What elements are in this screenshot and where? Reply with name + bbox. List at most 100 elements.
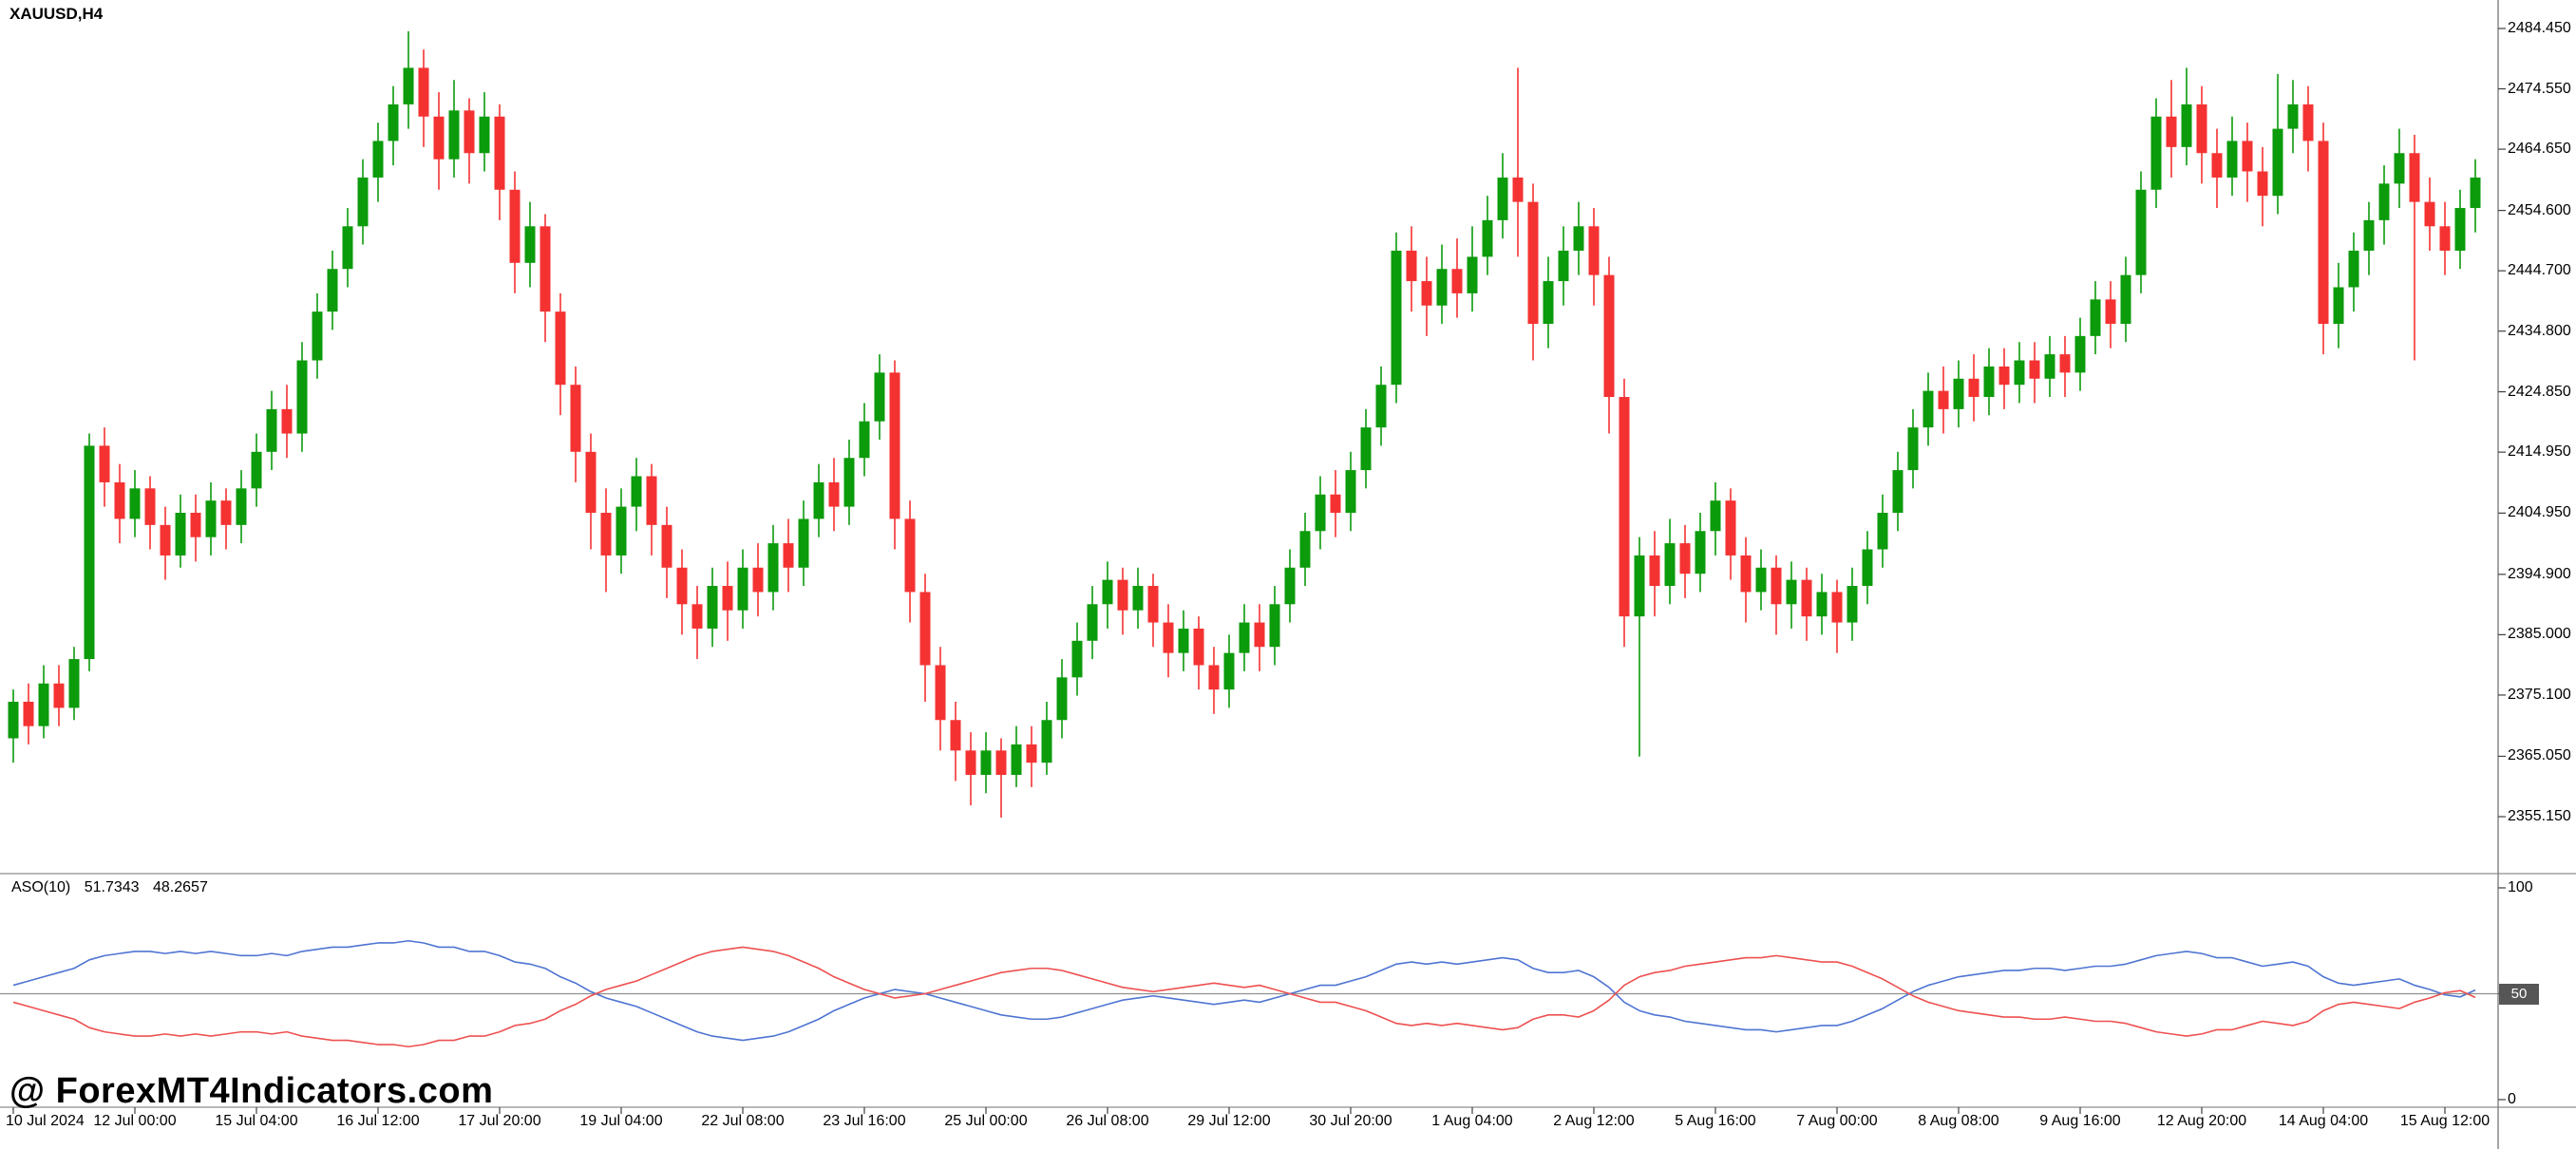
- candle-body: [2302, 104, 2314, 141]
- candle-body: [1482, 219, 1493, 257]
- candle-body: [752, 567, 764, 593]
- candle-body: [1087, 604, 1098, 641]
- candle-body: [540, 226, 551, 312]
- candle-body: [1543, 281, 1554, 325]
- candle-body: [1847, 586, 1858, 623]
- candle-body: [1451, 269, 1463, 293]
- time-axis-label[interactable]: 1 Aug 04:00: [1431, 1113, 1513, 1129]
- candle-body: [1816, 592, 1828, 617]
- candle-body: [555, 311, 566, 386]
- candle-body: [1467, 256, 1478, 293]
- candle-body: [1527, 201, 1539, 325]
- candle-body: [1740, 555, 1752, 593]
- candle-body: [1755, 567, 1767, 593]
- candle-body: [843, 458, 855, 507]
- candle-body: [1071, 640, 1083, 678]
- candle-body: [1436, 269, 1448, 306]
- candle-body: [372, 141, 384, 178]
- candle-body: [190, 513, 201, 537]
- candle-body: [1406, 250, 1417, 282]
- candle-body: [2044, 354, 2055, 379]
- candle-body: [144, 488, 156, 525]
- candle-body: [2211, 153, 2223, 178]
- time-axis-label[interactable]: 2 Aug 12:00: [1553, 1113, 1635, 1129]
- time-axis-label[interactable]: 15 Aug 12:00: [2399, 1113, 2491, 1129]
- price-axis-label: 2464.650: [2508, 141, 2571, 158]
- time-axis-label[interactable]: 22 Jul 08:00: [701, 1113, 785, 1129]
- candle-body: [2090, 299, 2101, 336]
- candle-body: [919, 592, 931, 666]
- candle-body: [950, 720, 961, 751]
- candle-body: [1892, 470, 1904, 514]
- candle-body: [1102, 579, 1113, 605]
- candle-body: [1877, 513, 1888, 550]
- candle-body: [342, 226, 353, 270]
- candle-body: [236, 488, 247, 525]
- candle-body: [1953, 378, 1964, 409]
- candle-body: [813, 481, 824, 519]
- candle-body: [1026, 744, 1037, 763]
- candle-body: [1573, 226, 1584, 251]
- candle-body: [2120, 274, 2131, 325]
- time-axis-label[interactable]: 30 Jul 20:00: [1309, 1113, 1392, 1129]
- candle-body: [1360, 427, 1372, 471]
- time-axis-label[interactable]: 17 Jul 20:00: [458, 1113, 541, 1129]
- time-axis-label[interactable]: 16 Jul 12:00: [336, 1113, 420, 1129]
- time-axis-label[interactable]: 14 Aug 04:00: [2278, 1113, 2369, 1129]
- price-axis-label: 2414.950: [2508, 443, 2571, 461]
- candle-body: [205, 500, 217, 537]
- candle-body: [8, 701, 19, 739]
- candle-body: [1239, 622, 1250, 653]
- candle-body: [464, 110, 475, 154]
- candle-body: [737, 567, 748, 611]
- symbol-timeframe-label: XAUUSD,H4: [9, 5, 104, 23]
- price-axis-label: 2355.150: [2508, 808, 2571, 824]
- candle-body: [175, 513, 186, 556]
- candle-body: [1786, 579, 1797, 605]
- candle-body: [68, 659, 80, 708]
- time-axis-label[interactable]: 12 Aug 20:00: [2156, 1113, 2247, 1129]
- candle-body: [2074, 335, 2086, 373]
- time-axis-label[interactable]: 5 Aug 16:00: [1675, 1113, 1756, 1129]
- candle-body: [129, 488, 141, 519]
- time-axis-label[interactable]: 26 Jul 08:00: [1066, 1113, 1149, 1129]
- time-axis-label[interactable]: 7 Aug 00:00: [1796, 1113, 1878, 1129]
- time-axis-label[interactable]: 9 Aug 16:00: [2039, 1113, 2121, 1129]
- candle-body: [1193, 628, 1204, 666]
- time-axis-label[interactable]: 15 Jul 04:00: [215, 1113, 298, 1129]
- candle-body: [1056, 677, 1068, 721]
- candle-body: [904, 518, 916, 593]
- time-axis-label[interactable]: 29 Jul 12:00: [1187, 1113, 1271, 1129]
- candle-body: [2470, 177, 2481, 209]
- time-axis-label[interactable]: 25 Jul 00:00: [944, 1113, 1028, 1129]
- price-axis-label: 2424.850: [2508, 383, 2571, 400]
- candle-body: [2318, 141, 2329, 325]
- time-axis-label[interactable]: 10 Jul 2024: [6, 1113, 85, 1129]
- price-axis-label: 2434.800: [2508, 322, 2571, 339]
- candle-body: [691, 604, 703, 629]
- candle-body: [1391, 250, 1402, 386]
- candle-body: [357, 177, 369, 227]
- candle-body: [1725, 500, 1736, 556]
- candle-body: [2029, 360, 2040, 379]
- candle-body: [2226, 141, 2238, 178]
- candle-body: [296, 360, 308, 434]
- candle-body: [646, 476, 657, 525]
- indicator-value-bears: 48.2657: [153, 879, 208, 895]
- time-axis-label[interactable]: 23 Jul 16:00: [823, 1113, 906, 1129]
- candle-body: [722, 586, 733, 611]
- candle-body: [1315, 494, 1326, 532]
- time-axis-label[interactable]: 19 Jul 04:00: [579, 1113, 663, 1129]
- candle-body: [1208, 665, 1220, 690]
- price-axis-label: 2394.900: [2508, 565, 2571, 582]
- candle-body: [448, 110, 460, 160]
- aso-bears-line: [12, 946, 2476, 1048]
- candle-body: [767, 543, 779, 593]
- osc-level-marker: 50: [2499, 983, 2539, 1005]
- time-axis-label[interactable]: 8 Aug 08:00: [1918, 1113, 1999, 1129]
- time-axis-label[interactable]: 12 Jul 00:00: [93, 1113, 177, 1129]
- osc-scale-label: 0: [2508, 1091, 2516, 1107]
- candle-body: [1649, 555, 1660, 587]
- candle-body: [616, 506, 627, 556]
